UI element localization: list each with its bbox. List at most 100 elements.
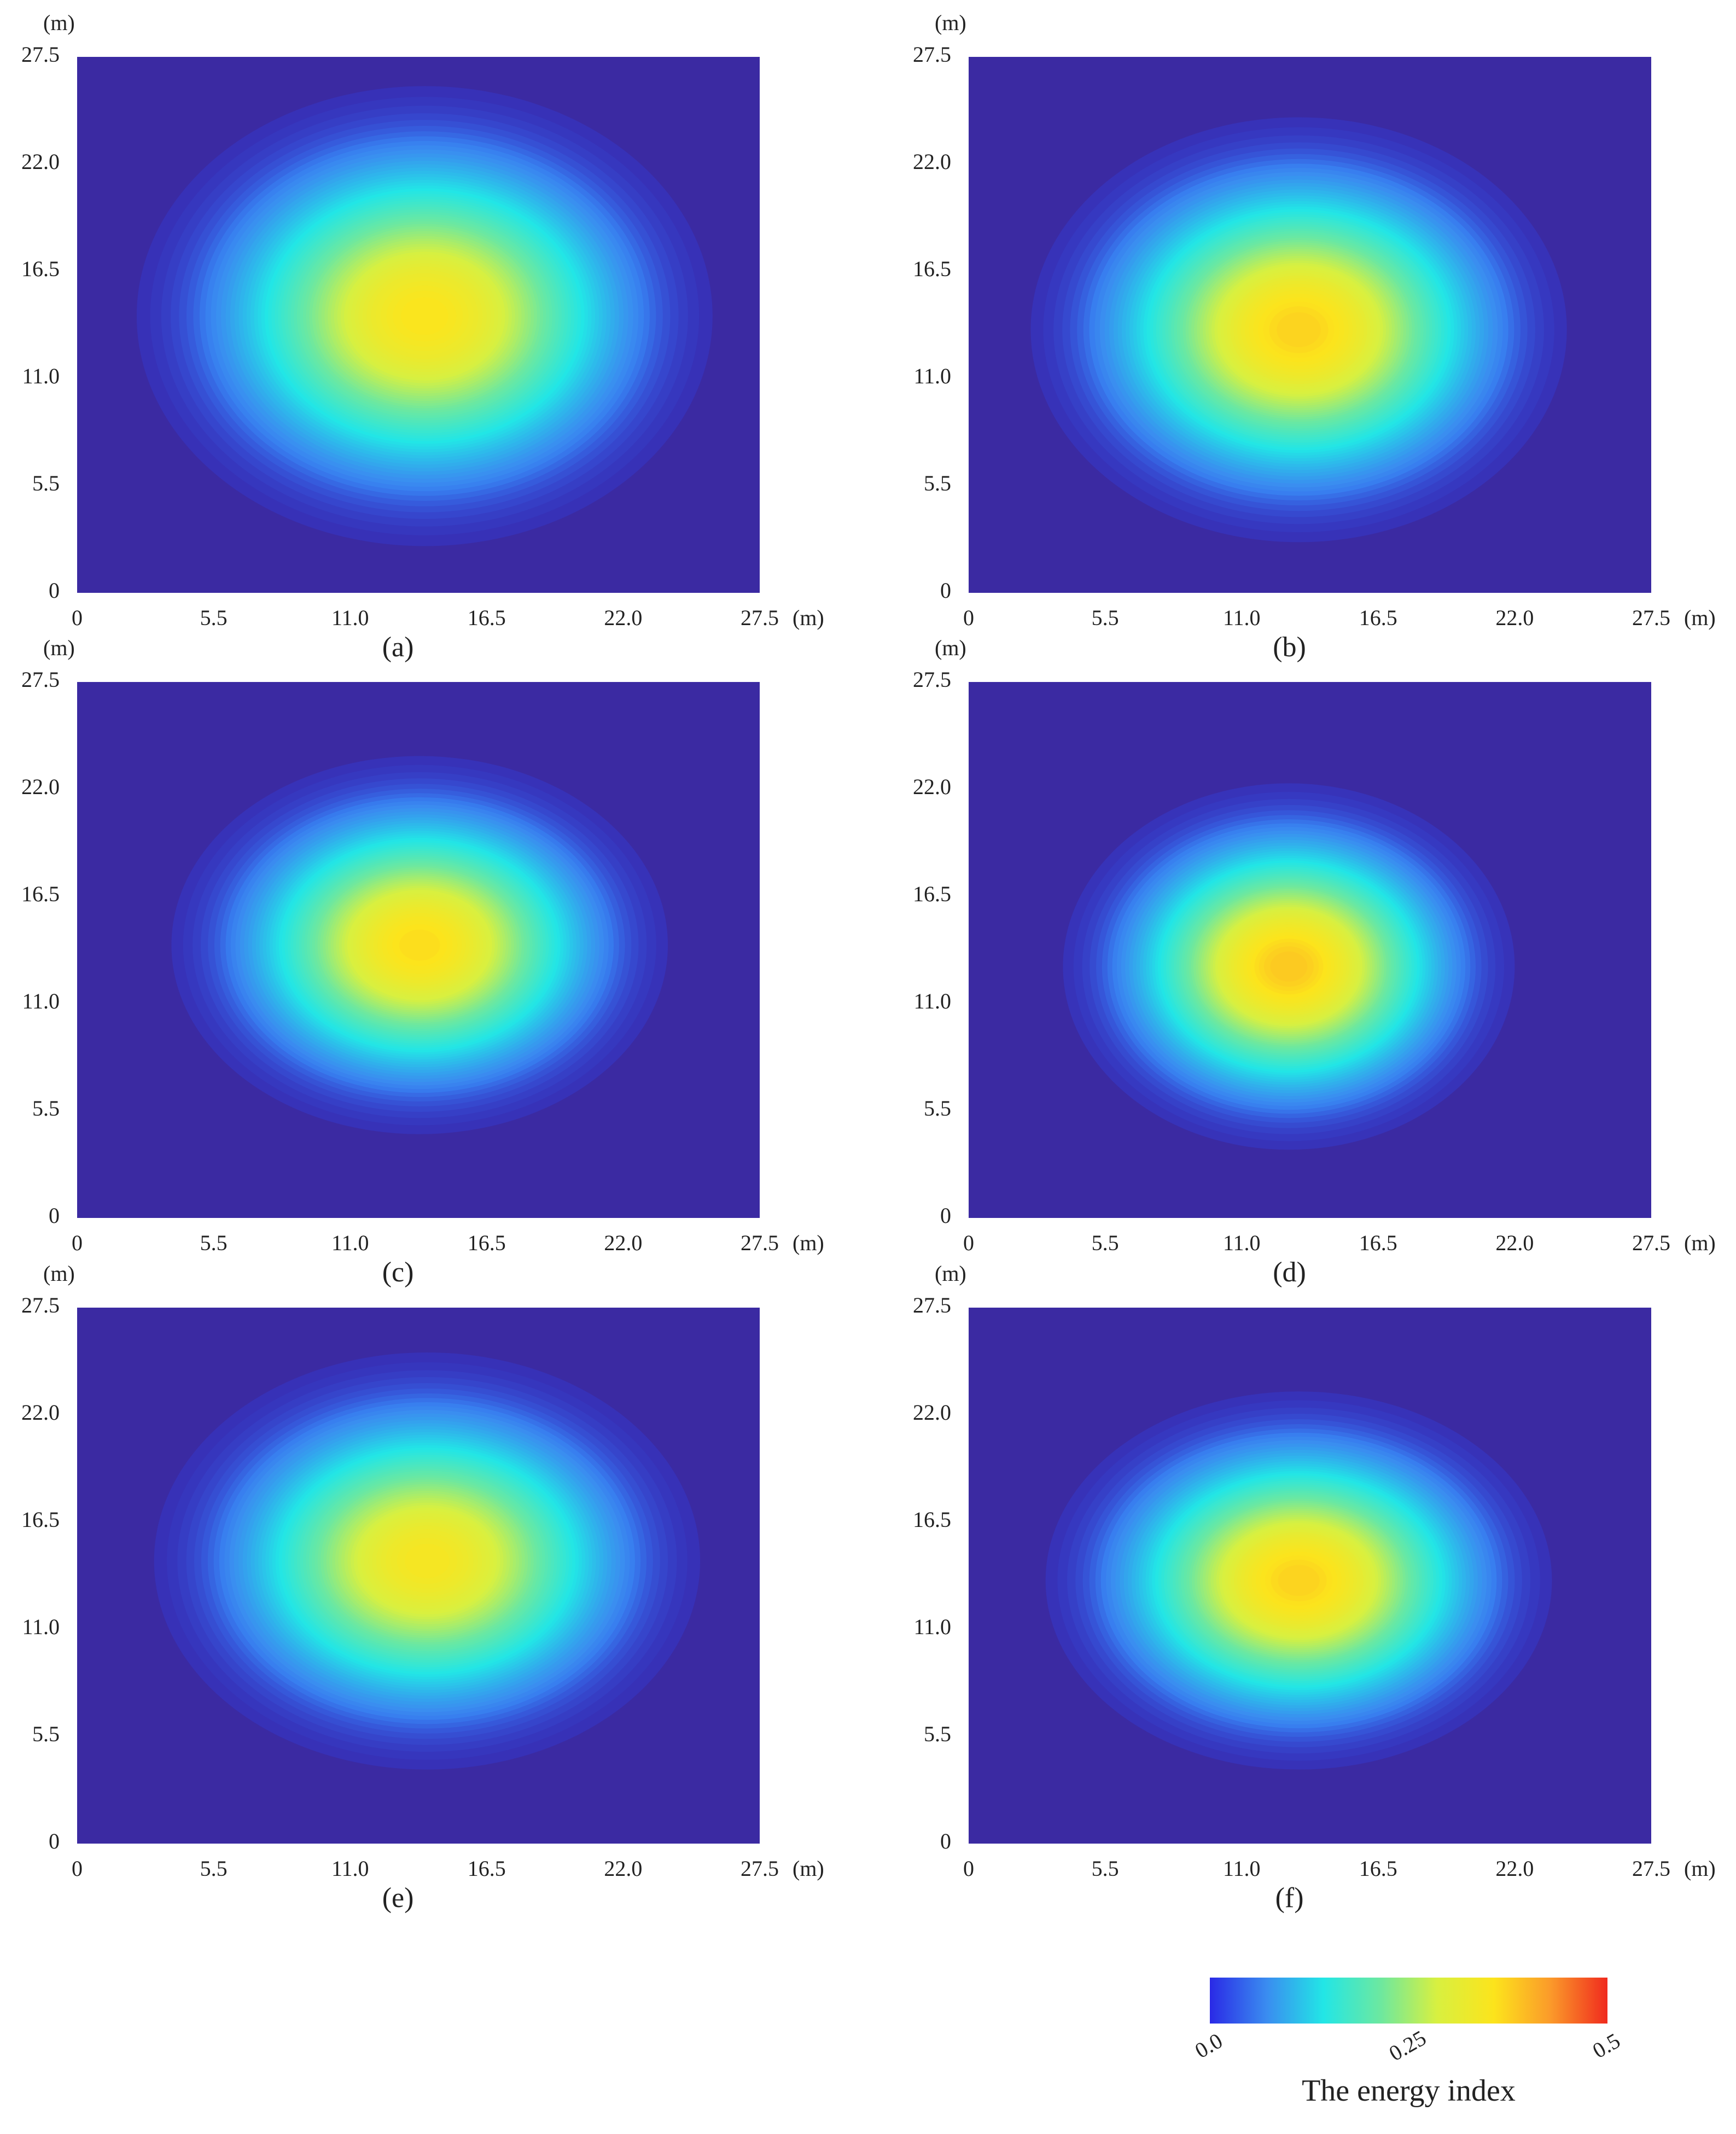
heatmap [1045, 1391, 1552, 1770]
y-tick-label: 22.0 [913, 774, 951, 799]
y-tick-label: 0 [940, 578, 951, 603]
x-tick-label: 22.0 [1495, 605, 1534, 630]
y-tick-label: 5.5 [924, 471, 951, 495]
x-axis-unit: (m) [1684, 1231, 1716, 1255]
colorbar-tick-label: 0.25 [1385, 2025, 1430, 2066]
panel-label: (d) [1273, 1257, 1306, 1288]
heat-level [1270, 951, 1308, 982]
y-tick-label: 0 [49, 1203, 60, 1228]
x-tick-label: 11.0 [331, 605, 369, 630]
x-tick-label: 27.5 [741, 1856, 779, 1881]
y-tick-label: 0 [940, 1829, 951, 1853]
x-tick-label: 27.5 [1632, 1231, 1670, 1255]
panel-label: (a) [382, 632, 414, 663]
x-tick-label: 27.5 [741, 605, 779, 630]
y-axis-unit: (m) [43, 10, 75, 35]
y-tick-label: 22.0 [913, 1400, 951, 1425]
x-tick-label: 11.0 [1223, 1231, 1261, 1255]
y-tick-label: 27.5 [913, 1293, 951, 1317]
heatmap [136, 86, 713, 546]
x-tick-label: 5.5 [1092, 1231, 1119, 1255]
y-tick-label: 16.5 [913, 882, 951, 906]
panel-label: (c) [382, 1257, 414, 1288]
y-tick-label: 0 [49, 578, 60, 603]
y-tick-label: 11.0 [22, 1614, 60, 1639]
y-axis-unit: (m) [935, 10, 966, 35]
x-tick-label: 0 [72, 1231, 83, 1255]
x-tick-label: 11.0 [331, 1231, 369, 1255]
heatmap [171, 756, 668, 1134]
y-tick-label: 27.5 [913, 667, 951, 692]
x-axis-unit: (m) [1684, 605, 1716, 630]
x-tick-label: 16.5 [1359, 1231, 1397, 1255]
y-tick-label: 16.5 [21, 1507, 60, 1532]
y-tick-label: 5.5 [32, 1722, 60, 1746]
y-tick-label: 16.5 [21, 256, 60, 281]
panel-label: (f) [1275, 1882, 1304, 1914]
y-tick-label: 22.0 [21, 774, 60, 799]
x-tick-label: 11.0 [1223, 605, 1261, 630]
heatmap [1030, 117, 1567, 543]
y-tick-label: 0 [49, 1829, 60, 1853]
x-tick-label: 16.5 [468, 1856, 506, 1881]
y-tick-label: 16.5 [21, 882, 60, 906]
panel-label: (b) [1273, 632, 1306, 663]
y-tick-label: 0 [940, 1203, 951, 1228]
x-tick-label: 16.5 [1359, 1856, 1397, 1881]
x-tick-label: 5.5 [1092, 1856, 1119, 1881]
y-tick-label: 16.5 [913, 256, 951, 281]
y-tick-label: 5.5 [32, 471, 60, 495]
y-tick-label: 5.5 [32, 1096, 60, 1121]
x-tick-label: 11.0 [331, 1856, 369, 1881]
y-tick-label: 27.5 [913, 42, 951, 67]
x-tick-label: 22.0 [1495, 1231, 1534, 1255]
colorbar-title: The energy index [1302, 2074, 1516, 2108]
x-tick-label: 0 [72, 605, 83, 630]
y-tick-label: 22.0 [21, 149, 60, 174]
colorbar [1210, 1978, 1607, 2024]
x-tick-label: 22.0 [604, 605, 642, 630]
x-tick-label: 16.5 [468, 1231, 506, 1255]
y-axis-unit: (m) [935, 635, 966, 660]
heat-level [1277, 312, 1321, 347]
x-tick-label: 16.5 [1359, 605, 1397, 630]
y-tick-label: 11.0 [913, 1614, 951, 1639]
x-tick-label: 27.5 [1632, 1856, 1670, 1881]
x-tick-label: 27.5 [741, 1231, 779, 1255]
y-tick-label: 27.5 [21, 667, 60, 692]
y-tick-label: 11.0 [913, 364, 951, 388]
x-tick-label: 5.5 [200, 605, 228, 630]
x-tick-label: 22.0 [604, 1231, 642, 1255]
x-tick-label: 16.5 [468, 605, 506, 630]
x-axis-unit: (m) [793, 605, 824, 630]
x-tick-label: 0 [963, 1856, 974, 1881]
heat-level [399, 929, 440, 961]
panel-label: (e) [382, 1882, 414, 1914]
x-axis-unit: (m) [793, 1231, 824, 1255]
y-tick-label: 11.0 [913, 989, 951, 1013]
colorbar-tick-label: 0.5 [1588, 2028, 1624, 2063]
y-tick-label: 27.5 [21, 1293, 60, 1317]
x-tick-label: 22.0 [604, 1856, 642, 1881]
x-tick-label: 27.5 [1632, 605, 1670, 630]
y-axis-unit: (m) [43, 635, 75, 660]
y-axis-unit: (m) [935, 1261, 966, 1286]
x-tick-label: 5.5 [1092, 605, 1119, 630]
x-tick-label: 0 [963, 605, 974, 630]
heat-level [1278, 1565, 1320, 1596]
y-axis-unit: (m) [43, 1261, 75, 1286]
y-tick-label: 22.0 [913, 149, 951, 174]
y-tick-label: 22.0 [21, 1400, 60, 1425]
x-axis-unit: (m) [1684, 1856, 1716, 1881]
y-tick-label: 11.0 [22, 989, 60, 1013]
colorbar-tick-label: 0.0 [1191, 2028, 1227, 2063]
heat-level [404, 1543, 450, 1578]
heat-level [401, 297, 448, 335]
x-tick-label: 5.5 [200, 1856, 228, 1881]
y-tick-label: 11.0 [22, 364, 60, 388]
heatmap [1063, 783, 1515, 1150]
x-tick-label: 22.0 [1495, 1856, 1534, 1881]
y-tick-label: 5.5 [924, 1096, 951, 1121]
